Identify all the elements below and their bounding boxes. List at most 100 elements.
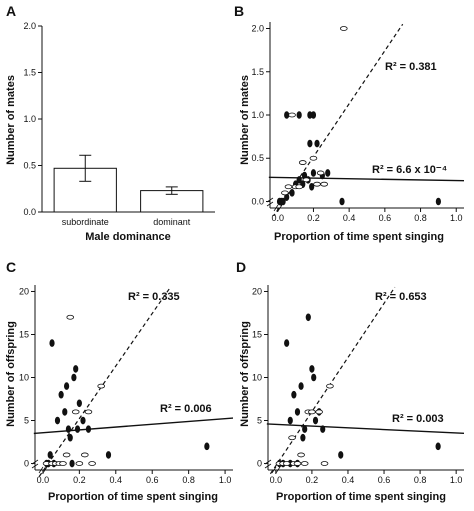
panel-d-ytick-label: 0 <box>257 459 262 469</box>
panel-b-point-filled <box>296 176 302 184</box>
panel-b-point-open <box>309 155 318 161</box>
panel-b-r2-solid: R² = 6.6 x 10⁻⁴ <box>372 164 447 176</box>
panel-c-point-filled <box>65 425 72 433</box>
panel-a-ylabel: Number of mates <box>5 75 17 165</box>
panel-d-xtick-label: 0.6 <box>378 475 391 485</box>
panel-d-fit-line-solid <box>266 423 464 435</box>
panel-c-ytick-label: 10 <box>19 373 29 383</box>
panel-d-r2-dashed: R² = 0.653 <box>375 291 427 303</box>
panel-b-r2-dashed: R² = 0.381 <box>385 61 437 73</box>
panel-d-ytick-label: 5 <box>257 416 262 426</box>
panel-c-point-filled <box>69 459 75 468</box>
panel-b-xtick-label: 0.4 <box>343 213 356 223</box>
panel-d-ytick-label: 20 <box>252 286 262 296</box>
panel-d-point-filled <box>298 382 304 390</box>
panel-letter-d: D <box>236 259 246 275</box>
panel-c-point-filled <box>73 365 79 373</box>
panel-d-xlabel: Proportion of time spent singing <box>276 491 446 503</box>
panel-b-fit-line-dashed <box>272 23 404 216</box>
panel-d-point-filled <box>302 425 308 433</box>
panel-d-point-open <box>308 409 316 415</box>
panel-c-point-filled <box>54 416 61 425</box>
panel-b-point-filled <box>435 197 441 206</box>
panel-c-xlabel: Proportion of time spent singing <box>48 491 218 503</box>
panel-d-point-filled <box>320 425 326 433</box>
panel-c-point-filled <box>85 425 92 433</box>
panel-b-point-open <box>295 184 303 190</box>
panel-b-point-filled <box>314 139 320 148</box>
panel-d-point-open <box>293 461 302 466</box>
panel-d-point-filled <box>291 390 297 399</box>
panel-b-point-filled <box>289 189 295 197</box>
panel-d-xtick-label: 0.0 <box>270 475 283 485</box>
panel-a-ytick-label: 1.5 <box>23 68 36 78</box>
panel-c-point-open <box>66 314 75 320</box>
panel-c-xtick-label: 0.4 <box>110 475 123 485</box>
panel-b-ytick-label: 0.0 <box>251 196 264 206</box>
panel-b-point-open <box>281 190 289 196</box>
panel-b-xtick-label: 0.2 <box>307 213 320 223</box>
panel-b-xlabel: Proportion of time spent singing <box>274 231 444 243</box>
panel-a-xlabel: Male dominance <box>85 231 171 243</box>
panel-c-point-open <box>88 461 96 466</box>
panel-b-point-open <box>302 177 311 183</box>
panel-d-point-filled <box>435 442 441 451</box>
panel-c-point-filled <box>80 416 86 425</box>
panel-c-point-open <box>75 461 84 466</box>
panel-c-r2-dashed: R² = 0.335 <box>128 291 180 303</box>
panel-b-point-open <box>339 26 348 31</box>
panel-c-point-filled <box>64 382 70 390</box>
panel-c-point-filled <box>105 451 112 459</box>
panel-b-point-filled <box>284 111 290 119</box>
panel-c-x-axis-break <box>38 466 48 474</box>
panel-d-r2-solid: R² = 0.003 <box>392 413 444 425</box>
panel-b-point-open <box>316 170 325 176</box>
panel-c-point-open <box>59 461 67 466</box>
panel-d-point-filled <box>284 339 290 347</box>
panel-b-x-axis-break <box>273 204 283 212</box>
panel-b-point-open <box>288 112 296 118</box>
panel-d-xtick-label: 0.8 <box>414 475 427 485</box>
panel-b-point-filled <box>310 169 317 177</box>
panel-b-xtick-label: 0.0 <box>272 213 285 223</box>
panel-d: D Number of offspring Proportion of time… <box>236 259 464 503</box>
panel-b-ylabel: Number of mates <box>239 75 251 165</box>
panel-c-point-filled <box>49 339 55 347</box>
panel-d-x-axis-break <box>271 466 281 474</box>
panel-d-ylabel: Number of offspring <box>239 321 251 427</box>
panel-b-point-filled <box>309 182 315 191</box>
panel-b-ytick-label: 0.5 <box>251 153 264 163</box>
panel-c-point-filled <box>74 425 81 433</box>
panel-b-xtick-label: 0.8 <box>414 213 427 223</box>
panel-d-point-filled <box>309 365 315 373</box>
panel-c-ytick-label: 0 <box>24 459 29 469</box>
panel-a: A Number of mates Male dominance 0.0 0.5 1… <box>5 3 215 243</box>
panel-c-point-open <box>71 409 80 415</box>
panel-c-point-filled <box>67 433 73 442</box>
panel-c-point-filled <box>204 442 210 451</box>
panel-c-fit-line-solid <box>33 417 233 435</box>
panel-letter-a: A <box>6 3 16 19</box>
panel-c-fit-line-dashed <box>38 286 171 477</box>
panel-d-point-open <box>326 383 334 389</box>
panel-d-point-open <box>288 435 296 441</box>
panel-d-xtick-label: 0.4 <box>342 475 355 485</box>
panel-b-ytick-label: 1.5 <box>251 67 264 77</box>
panel-b: B Number of mates Proportion of time spe… <box>234 3 464 243</box>
panel-d-xtick-label: 0.2 <box>306 475 319 485</box>
panel-c-point-filled <box>58 390 64 399</box>
panel-d-point-filled <box>312 416 319 425</box>
panel-d-point-open <box>297 452 305 458</box>
panel-d-point-open <box>315 409 323 415</box>
panel-c: C Number of offspring Proportion of time… <box>5 259 233 503</box>
panel-c-point-filled <box>76 399 82 408</box>
panel-c-ytick-label: 5 <box>24 416 29 426</box>
panel-b-point-filled <box>325 169 331 177</box>
panel-a-ytick-label: 0.0 <box>23 207 36 217</box>
panel-b-point-filled <box>310 111 317 119</box>
panel-d-point-filled <box>305 313 311 322</box>
panel-d-point-filled <box>294 408 301 416</box>
panel-c-r2-solid: R² = 0.006 <box>160 403 212 415</box>
panel-b-point-open <box>313 181 321 187</box>
